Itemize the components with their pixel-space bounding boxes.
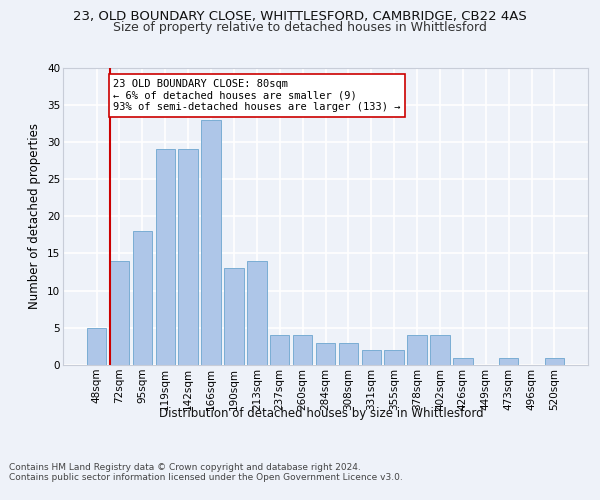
Bar [270,335,289,365]
Bar [316,342,335,365]
Bar [133,231,152,365]
Bar [293,335,313,365]
Bar [202,120,221,365]
Bar [178,150,198,365]
Text: 23 OLD BOUNDARY CLOSE: 80sqm
← 6% of detached houses are smaller (9)
93% of semi: 23 OLD BOUNDARY CLOSE: 80sqm ← 6% of det… [113,78,401,112]
Text: Distribution of detached houses by size in Whittlesford: Distribution of detached houses by size … [158,408,484,420]
Bar [247,261,266,365]
Bar [224,268,244,365]
Text: 23, OLD BOUNDARY CLOSE, WHITTLESFORD, CAMBRIDGE, CB22 4AS: 23, OLD BOUNDARY CLOSE, WHITTLESFORD, CA… [73,10,527,23]
Bar [407,335,427,365]
Bar [499,358,518,365]
Bar [87,328,106,365]
Text: Contains HM Land Registry data © Crown copyright and database right 2024.
Contai: Contains HM Land Registry data © Crown c… [9,462,403,482]
Text: Size of property relative to detached houses in Whittlesford: Size of property relative to detached ho… [113,21,487,34]
Bar [453,358,473,365]
Bar [155,150,175,365]
Bar [430,335,449,365]
Bar [338,342,358,365]
Bar [362,350,381,365]
Bar [385,350,404,365]
Bar [110,261,129,365]
Bar [545,358,564,365]
Y-axis label: Number of detached properties: Number of detached properties [28,123,41,309]
